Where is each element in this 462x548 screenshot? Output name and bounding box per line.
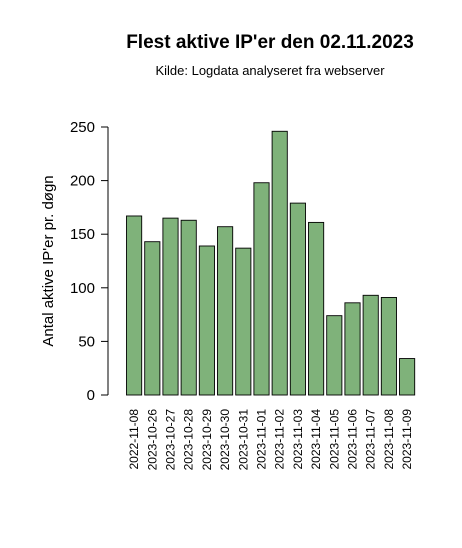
bar-2023-11-06	[344, 302, 361, 396]
x-axis-ticks: 2022-11-08 2023-10-26 2023-10-27 2023-10-28…	[127, 409, 414, 471]
bar-2023-11-02	[271, 130, 288, 396]
x-tick-label-2023-10-26: 2023-10-26	[145, 409, 159, 471]
bar-2023-11-01	[253, 182, 270, 396]
y-tick-label-0: 0	[87, 387, 95, 404]
x-tick-label-2022-11-08: 2022-11-08	[127, 409, 141, 470]
bar-2022-11-08	[126, 215, 143, 396]
chart-title: Flest aktive IP'er den 02.11.2023	[126, 32, 414, 53]
bar-2023-10-31	[235, 247, 252, 396]
bar-2023-10-26	[144, 241, 161, 396]
bar-2023-11-08	[380, 297, 397, 396]
x-tick-label-2023-10-28: 2023-10-28	[182, 409, 196, 471]
x-tick-label-2023-11-01: 2023-11-01	[255, 409, 269, 470]
x-tick-label-2023-11-05: 2023-11-05	[327, 409, 341, 470]
x-tick-label-2023-10-29: 2023-10-29	[200, 409, 214, 471]
y-tick-label-200: 200	[70, 173, 95, 190]
bar-2023-11-03	[289, 202, 306, 396]
y-tick-label-150: 150	[70, 226, 95, 243]
x-tick-label-2023-11-03: 2023-11-03	[291, 409, 305, 470]
y-axis-label: Antal aktive IP'er pr. døgn	[40, 175, 57, 346]
bar-2023-11-09	[399, 358, 416, 396]
x-tick-label-2023-11-02: 2023-11-02	[273, 409, 287, 470]
x-tick-label-2023-10-31: 2023-10-31	[236, 409, 250, 471]
x-tick-label-2023-10-27: 2023-10-27	[164, 409, 178, 471]
x-tick-label-2023-10-30: 2023-10-30	[218, 409, 232, 471]
x-tick-label-2023-11-09: 2023-11-09	[400, 409, 414, 470]
x-tick-label-2023-11-07: 2023-11-07	[364, 409, 378, 470]
x-tick-label-2023-11-04: 2023-11-04	[309, 409, 323, 470]
bar-2023-10-27	[162, 217, 179, 396]
y-tick-label-100: 100	[70, 280, 95, 297]
bar-2023-11-07	[362, 294, 379, 396]
x-tick-label-2023-11-06: 2023-11-06	[346, 409, 360, 470]
bar-2023-10-29	[198, 245, 215, 396]
bar-2023-10-28	[180, 219, 197, 396]
chart-subtitle: Kilde: Logdata analyseret fra webserver	[155, 63, 385, 78]
bar-2023-11-05	[326, 315, 343, 396]
bars-group	[126, 130, 416, 396]
bar-2023-11-04	[308, 221, 325, 396]
y-tick-label-250: 250	[70, 119, 95, 136]
y-tick-label-50: 50	[78, 333, 95, 350]
bar-2023-10-30	[217, 226, 234, 396]
y-axis: 0 50 100 150 200 250	[70, 119, 109, 404]
x-tick-label-2023-11-08: 2023-11-08	[382, 409, 396, 470]
